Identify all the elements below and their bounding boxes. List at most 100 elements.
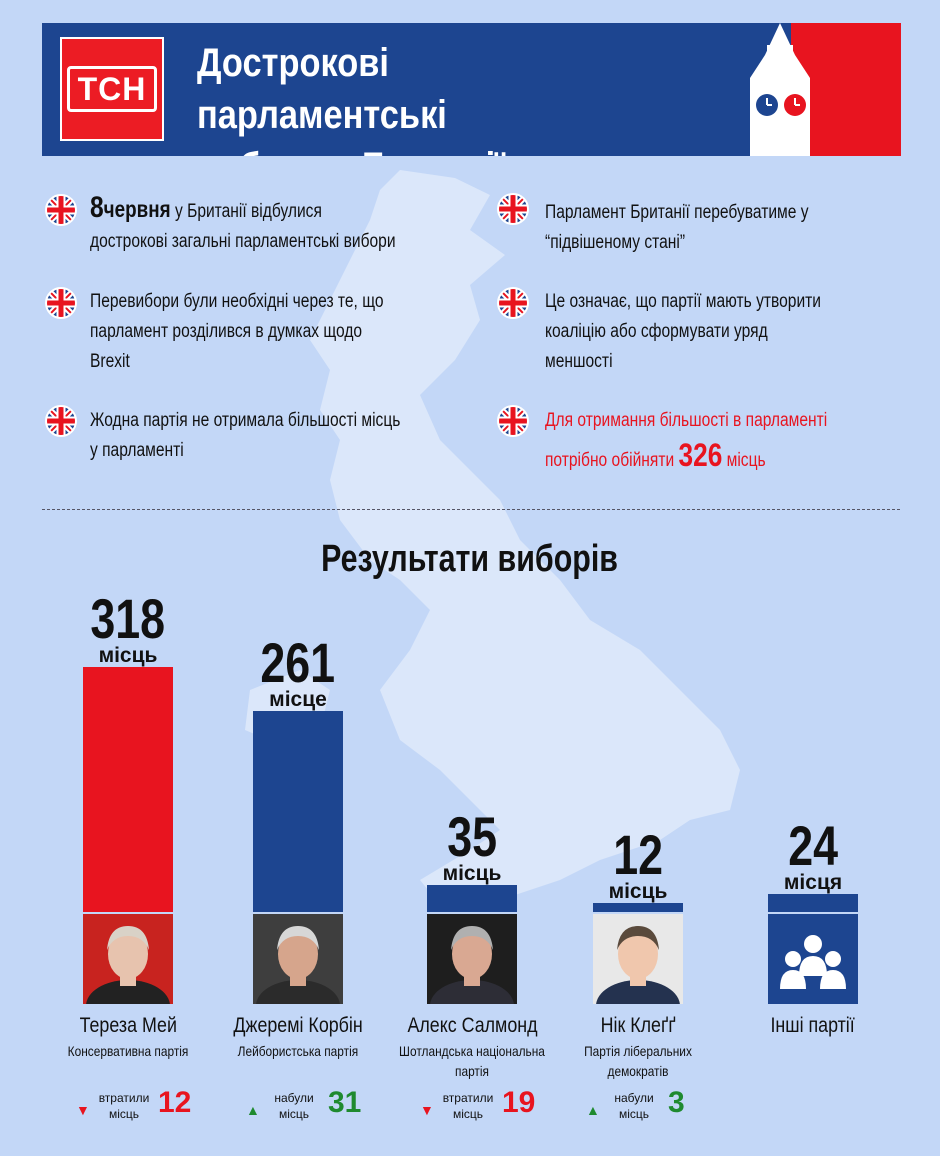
seat-count-value: 12 <box>613 822 663 886</box>
seat-change-label: втратили місць <box>438 1090 498 1122</box>
candidate-name-text: Тереза Мей <box>79 1014 177 1037</box>
seat-count-value: 35 <box>447 805 497 869</box>
seat-count-label: 318 <box>58 591 198 647</box>
seat-change-label-line2: місць <box>618 1107 650 1121</box>
seat-count-label: 12 <box>568 822 708 886</box>
header-banner: ТСН Дострокові парламентські вибори у Бр… <box>42 23 901 156</box>
seat-change: ▲ набули місць 3 <box>586 1086 716 1124</box>
party-name-text: Партія ліберальних демократів <box>584 1043 692 1079</box>
candidate-name: Тереза Мей <box>33 1014 223 1038</box>
uk-flag-icon <box>497 193 529 225</box>
candidate-photo <box>593 914 683 1004</box>
party-name-text: Консервативна партія <box>67 1043 189 1059</box>
seat-count-value: 24 <box>788 813 838 877</box>
seat-change-label: набули місць <box>264 1090 324 1122</box>
candidate-name: Нік Клеґґ <box>543 1014 733 1038</box>
seat-count-label: 261 <box>228 630 368 694</box>
arrow-up-icon: ▲ <box>246 1102 260 1118</box>
fact-coalition-line1: Це означає, що партії мають утворити <box>545 291 821 312</box>
arrow-up-icon: ▲ <box>586 1102 600 1118</box>
fact-majority-line1: Для отримання більшості в парламенті <box>545 410 828 431</box>
party-name: Консервативна партія <box>33 1041 223 1061</box>
candidate-name-text: Джеремі Корбін <box>233 1014 363 1037</box>
seat-change-label-line2: місць <box>108 1107 140 1121</box>
tsn-logo-text: ТСН <box>67 66 157 112</box>
seat-count-value: 261 <box>260 630 336 694</box>
fact-no-majority: Жодна партія не отримала більшості місць… <box>90 406 469 466</box>
uk-flag-icon <box>497 405 529 437</box>
candidate-name-text: Алекс Салмонд <box>406 1014 538 1037</box>
seat-change-label: втратили місць <box>94 1090 154 1122</box>
seat-word-label: місць <box>608 879 668 903</box>
chart-bar <box>593 902 683 912</box>
chart-bar <box>768 893 858 912</box>
party-name: Шотландська національна партія <box>377 1041 567 1081</box>
fact-date-line2: дострокові загальні парламентські вибори <box>90 231 396 252</box>
fact-majority-number: 326 <box>678 437 723 473</box>
candidate-name: Алекс Салмонд <box>377 1014 567 1038</box>
fact-election-date: 8червня у Британії відбулися дострокові … <box>90 193 463 257</box>
seat-change-label-line2: місць <box>278 1107 310 1121</box>
seat-change-label-line1: втратили <box>442 1091 494 1105</box>
results-title: Результати виборів <box>0 538 940 581</box>
party-name-text: Шотландська національна партія <box>399 1043 545 1079</box>
chart-bar <box>83 667 173 912</box>
seat-word-label: місць <box>98 644 158 667</box>
fact-reason-line2: парламент розділився в думках щодо <box>90 321 363 342</box>
chart-bar <box>253 710 343 912</box>
fact-hung-line1: Парламент Британії перебуватиме у <box>545 202 809 223</box>
fact-date-rest: у Британії відбулися <box>170 201 322 222</box>
fact-majority-needed: Для отримання більшості в парламенті пот… <box>545 406 889 476</box>
fact-hung-line2: “підвішеному стані” <box>545 232 686 253</box>
party-name: Лейбористська партія <box>203 1041 393 1061</box>
fact-reason-line1: Перевибори були необхідні через те, що <box>90 291 384 312</box>
seat-change-value: 31 <box>328 1086 362 1119</box>
uk-flag-icon <box>45 194 77 226</box>
fact-coalition: Це означає, що партії мають утворити коа… <box>545 287 882 377</box>
other-parties-icon <box>768 914 858 1004</box>
candidate-name: Джеремі Корбін <box>203 1014 393 1038</box>
seat-change-label: набули місць <box>604 1090 664 1122</box>
seat-change-label-line1: набули <box>614 1091 654 1105</box>
fact-no-majority-line2: у парламенті <box>90 440 184 461</box>
uk-flag-icon <box>45 287 77 319</box>
candidate-name: Інші партії <box>718 1014 908 1038</box>
title-line-1: Дострокові парламентські <box>197 41 447 137</box>
candidate-photo <box>427 914 517 1004</box>
seat-change-label-line1: набули <box>274 1091 314 1105</box>
page-title: Дострокові парламентські вибори у Британ… <box>197 37 644 156</box>
fact-reason-line3: Brexit <box>90 351 130 372</box>
big-ben-icon <box>750 23 810 156</box>
seat-word-label: місць <box>442 862 502 886</box>
results-title-text: Результати виборів <box>321 538 619 580</box>
chart-bar <box>427 885 517 912</box>
seat-word-label: місця <box>783 870 843 894</box>
tsn-logo: ТСН <box>60 37 164 141</box>
seat-change-label-line1: втратили <box>98 1091 150 1105</box>
seat-count-value: 318 <box>90 587 166 650</box>
seat-change-label-line2: місць <box>452 1107 484 1121</box>
candidate-name-text: Нік Клеґґ <box>600 1014 676 1037</box>
candidate-photo <box>253 914 343 1004</box>
fact-hung-parliament: Парламент Британії перебуватиме у “підві… <box>545 198 866 258</box>
fact-date-month: червня <box>103 196 171 222</box>
seat-count-label: 35 <box>402 809 542 865</box>
seat-change: ▲ набули місць 31 <box>246 1086 376 1124</box>
fact-date-number: 8 <box>90 191 104 224</box>
seat-change-value: 3 <box>668 1086 685 1119</box>
fact-majority-pre: потрібно обійняти <box>545 450 679 471</box>
seat-change: ▼ втратили місць 12 <box>76 1086 206 1124</box>
title-line-2: вибори у Британії <box>197 141 644 156</box>
seat-count-label: 24 <box>743 813 883 877</box>
candidate-name-text: Інші партії <box>770 1014 856 1037</box>
candidate-photo <box>83 914 173 1004</box>
fact-coalition-line2: коаліцію або сформувати уряд <box>545 321 768 342</box>
uk-flag-icon <box>45 405 77 437</box>
seat-change-value: 19 <box>502 1086 536 1119</box>
party-name: Партія ліберальних демократів <box>543 1041 733 1081</box>
seat-change-value: 12 <box>158 1086 192 1119</box>
fact-coalition-line3: меншості <box>545 351 613 372</box>
party-name-text: Лейбористська партія <box>237 1043 359 1059</box>
section-divider <box>42 509 900 510</box>
